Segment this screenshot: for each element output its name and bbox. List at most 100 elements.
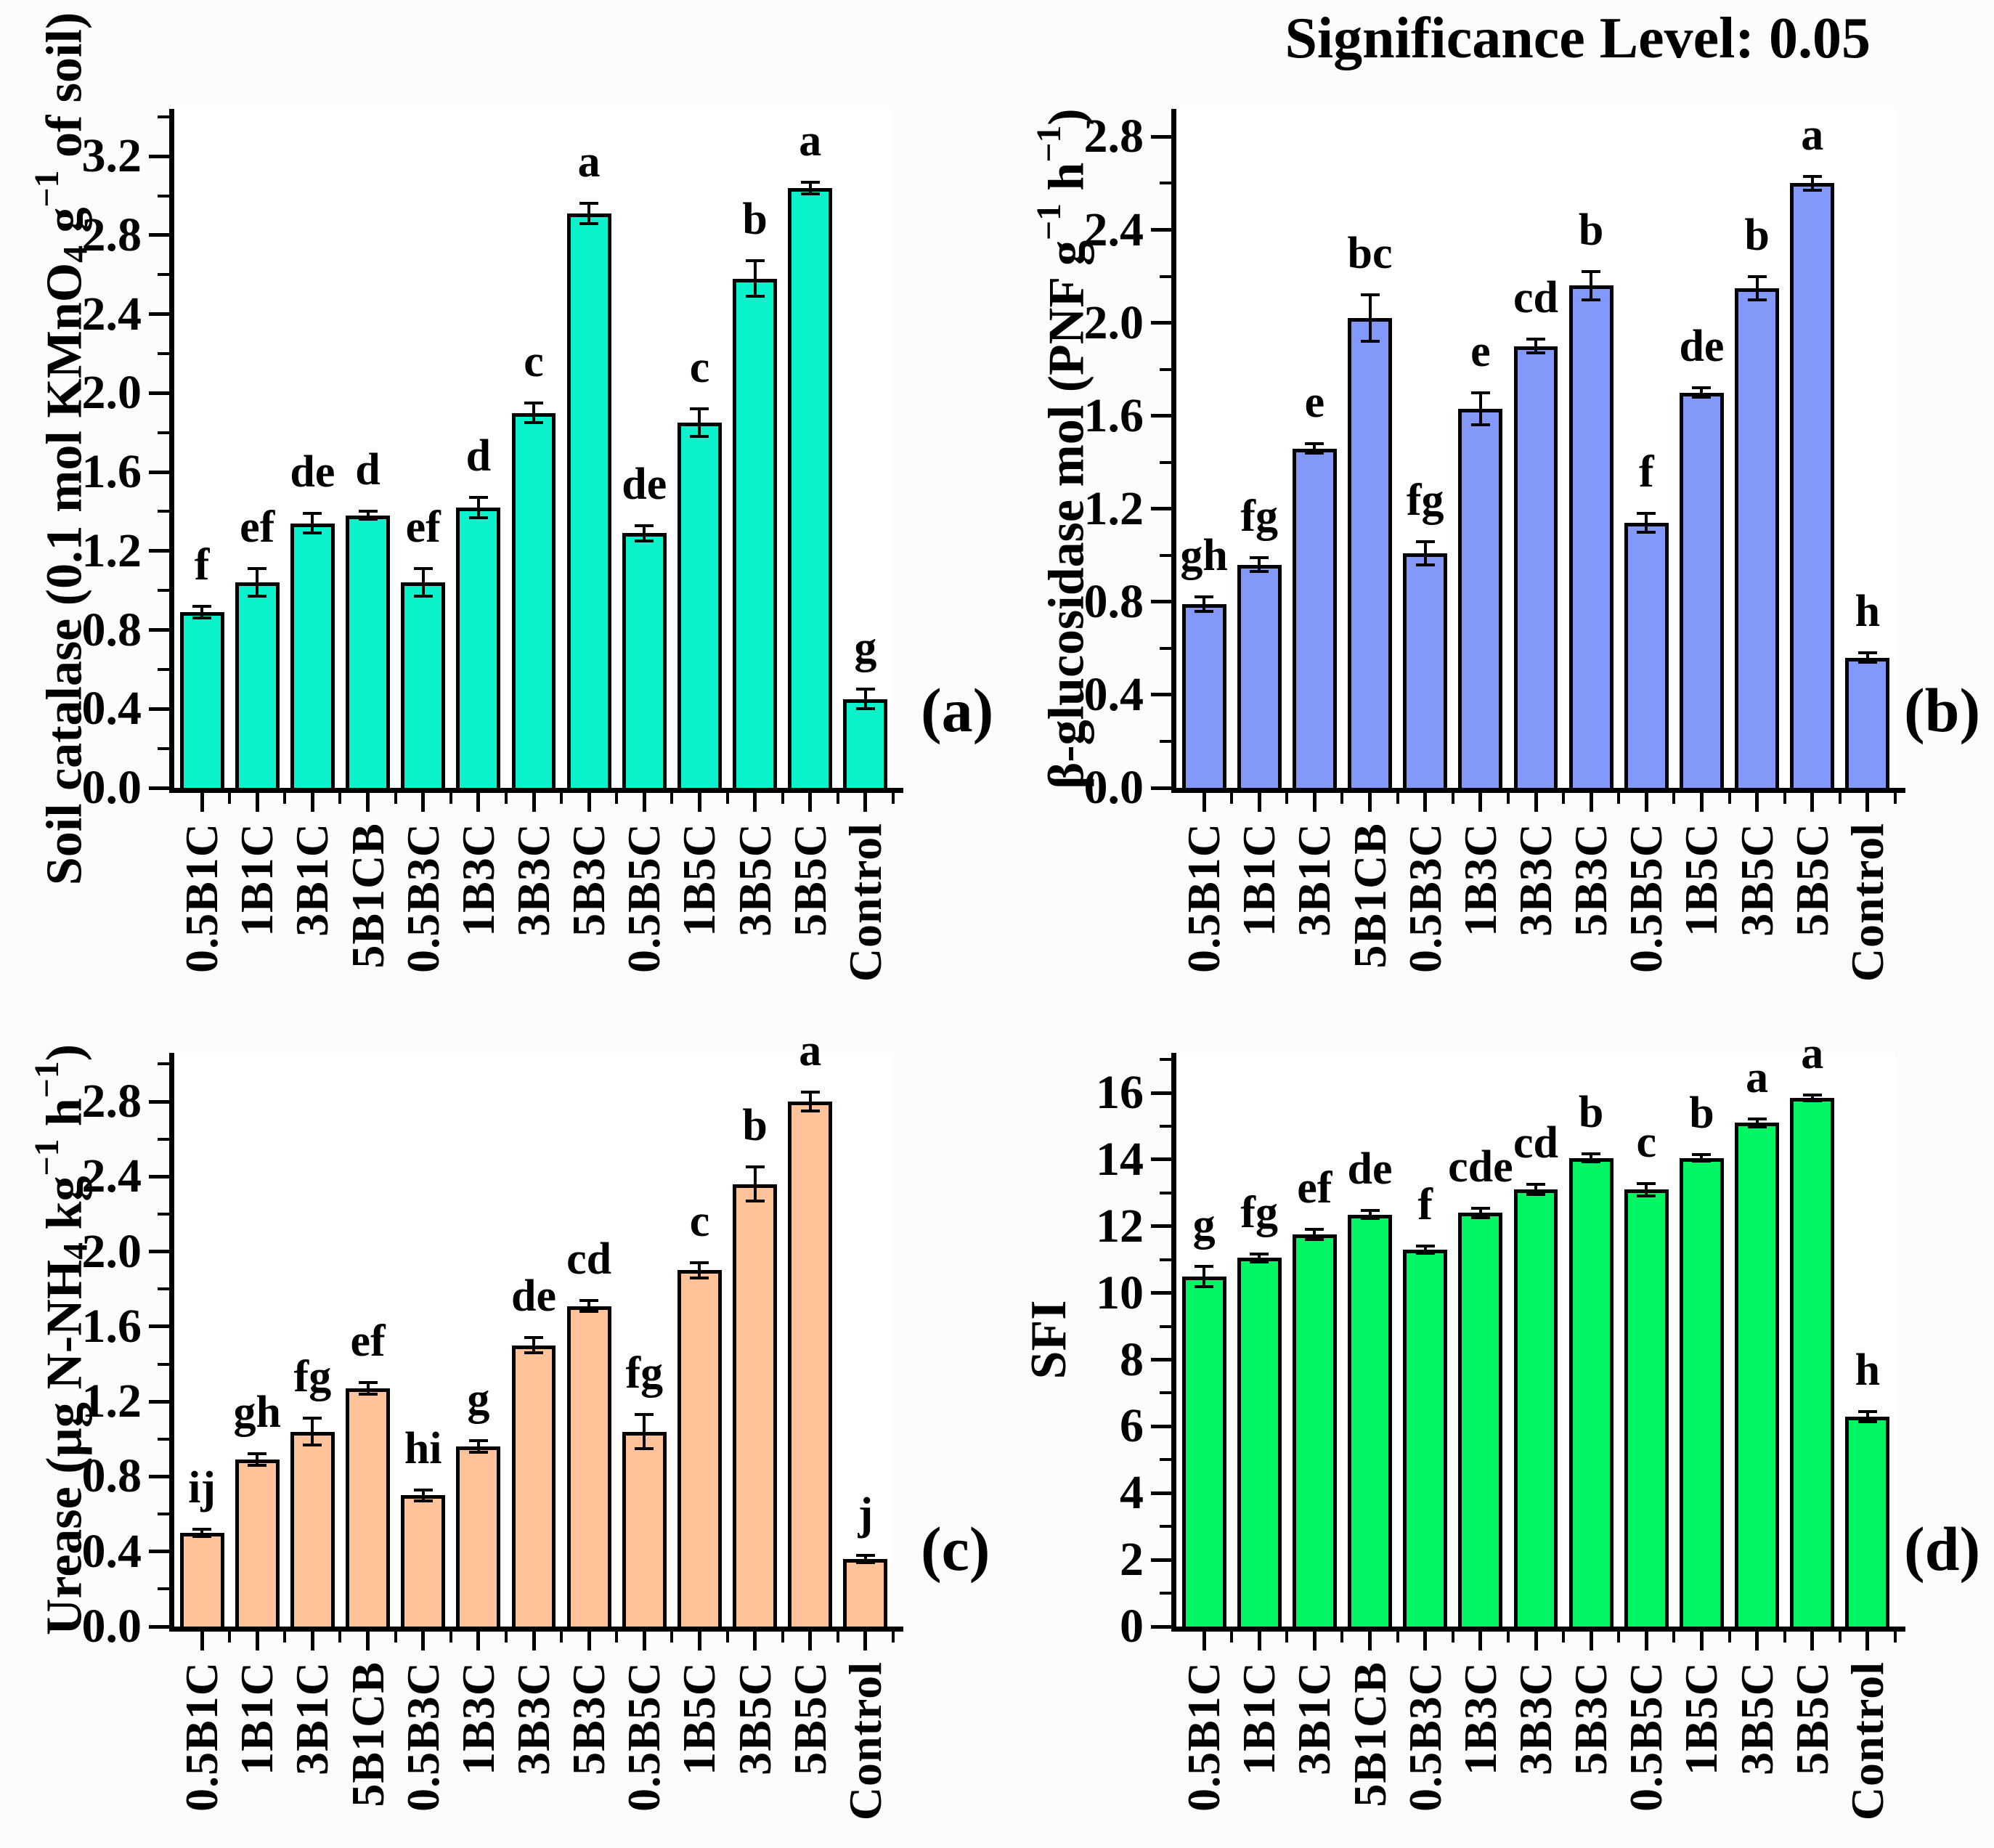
y-minor-tick — [1160, 274, 1171, 278]
error-bar-cap-top — [1747, 1117, 1767, 1120]
bar-d-0.5B3C — [1403, 1249, 1448, 1627]
sig-letter-c-5B1CB: ef — [350, 1316, 386, 1367]
x-tick-label-5B5C: 5B5C — [1786, 823, 1838, 937]
y-tick-label: 2.0 — [81, 1224, 142, 1278]
y-tick-label: 0.4 — [1083, 667, 1144, 721]
bar-d-3B1C — [1292, 1234, 1337, 1627]
error-bar-cap-bottom — [1582, 1160, 1601, 1164]
y-axis-label-part: h — [1038, 162, 1095, 203]
error-bar-cap-top — [1470, 1206, 1490, 1210]
bar-d-1B5C — [1680, 1157, 1724, 1627]
y-tick-label: 2.4 — [1083, 203, 1144, 256]
error-bar-line — [753, 261, 757, 297]
error-bar-line — [256, 1454, 259, 1465]
error-bar-cap-bottom — [1747, 298, 1767, 301]
x-tick-label-1B3C: 1B3C — [452, 823, 504, 937]
bar-a-3B5C — [733, 278, 778, 788]
x-minor-tick — [670, 1632, 674, 1643]
y-major-tick — [149, 1324, 169, 1329]
error-bar-cap-top — [248, 567, 267, 571]
error-bar-cap-top — [468, 496, 488, 500]
y-major-tick — [1151, 1091, 1171, 1095]
error-bar-cap-top — [1305, 1228, 1324, 1232]
y-major-tick — [149, 1550, 169, 1554]
sig-letter-d-Control: h — [1855, 1345, 1881, 1395]
bar-a-5B5C — [788, 187, 833, 788]
x-minor-tick — [725, 1632, 729, 1643]
error-bar-cap-top — [303, 512, 322, 516]
x-tick-label-1B1C: 1B1C — [231, 823, 283, 937]
x-minor-tick — [1340, 793, 1344, 804]
x-minor-tick — [504, 793, 508, 804]
error-bar-cap-bottom — [413, 595, 433, 598]
y-major-tick — [149, 1624, 169, 1629]
x-major-tick — [642, 793, 646, 812]
x-axis-line-c — [169, 1627, 903, 1632]
bar-c-5B3C — [566, 1306, 611, 1627]
error-bar-line — [1313, 1229, 1317, 1240]
sig-letter-a-0.5B1C: f — [194, 540, 210, 590]
error-bar-cap-top — [413, 1488, 433, 1491]
x-minor-tick — [1506, 1632, 1510, 1643]
y-axis-label-part: ) — [36, 1043, 93, 1062]
error-bar-cap-bottom — [635, 540, 654, 543]
bar-b-0.5B5C — [1624, 522, 1669, 788]
significance-title: Significance Level: 0.05 — [1285, 7, 1871, 70]
bar-b-3B1C — [1292, 448, 1337, 788]
y-minor-tick — [1160, 1191, 1171, 1194]
y-tick-label: 0.8 — [81, 603, 142, 656]
error-bar-cap-bottom — [1637, 1194, 1656, 1197]
sig-letter-c-3B3C: de — [511, 1271, 556, 1322]
x-tick-label-0.5B5C: 0.5B5C — [1620, 823, 1672, 973]
x-minor-tick — [1617, 793, 1621, 804]
sig-letter-a-5B1CB: d — [355, 445, 381, 495]
y-minor-tick — [158, 1513, 169, 1516]
error-bar-cap-top — [1360, 293, 1380, 297]
sig-letter-b-3B1C: e — [1304, 378, 1325, 428]
x-major-tick — [366, 793, 370, 812]
sig-letter-d-0.5B5C: c — [1636, 1118, 1657, 1168]
y-tick-label: 0.0 — [81, 1600, 142, 1653]
error-bar-cap-bottom — [468, 516, 488, 519]
y-tick-label: 0.4 — [81, 1524, 142, 1578]
x-minor-tick — [725, 793, 729, 804]
y-tick-label: 2.4 — [81, 1149, 142, 1203]
sig-letter-a-3B5C: b — [742, 195, 768, 245]
panel-label-b: (b) — [1904, 675, 1981, 745]
error-bar-cap-bottom — [1857, 1420, 1877, 1423]
sig-letter-a-5B5C: a — [799, 115, 822, 166]
sig-letter-a-0.5B3C: ef — [405, 502, 441, 553]
y-tick-label: 1.6 — [1083, 388, 1144, 442]
error-bar-cap-top — [468, 1439, 488, 1443]
panel-label-d: (d) — [1904, 1514, 1981, 1584]
y-minor-tick — [158, 431, 169, 434]
sig-letter-b-3B5C: b — [1744, 210, 1770, 260]
error-bar-cap-bottom — [1415, 1251, 1435, 1255]
x-major-tick — [200, 1632, 204, 1650]
error-bar-cap-bottom — [745, 1199, 765, 1202]
error-bar-line — [698, 409, 701, 437]
sig-letter-b-5B1CB: bc — [1347, 229, 1393, 279]
x-tick-label-1B5C: 1B5C — [673, 1661, 725, 1775]
error-bar-cap-top — [745, 259, 765, 263]
x-tick-label-5B5C: 5B5C — [784, 1661, 836, 1775]
error-bar-cap-bottom — [248, 1463, 267, 1467]
sig-letter-c-0.5B5C: fg — [625, 1348, 664, 1399]
error-bar-line — [476, 497, 480, 518]
x-tick-label-5B3C: 5B3C — [563, 823, 615, 937]
x-tick-label-3B5C: 3B5C — [1730, 1661, 1783, 1775]
x-minor-tick — [892, 793, 895, 804]
bar-b-3B5C — [1735, 288, 1780, 788]
y-minor-tick — [1160, 1458, 1171, 1462]
y-axis-line-b — [1171, 109, 1176, 793]
bar-d-Control — [1845, 1416, 1890, 1627]
x-minor-tick — [1396, 793, 1399, 804]
x-minor-tick — [228, 1632, 232, 1643]
x-tick-label-5B3C: 5B3C — [1565, 823, 1617, 937]
x-major-tick — [1312, 1632, 1317, 1650]
x-minor-tick — [1728, 793, 1731, 804]
y-minor-tick — [1160, 182, 1171, 185]
sig-letter-c-5B5C: a — [799, 1026, 822, 1076]
bar-a-0.5B3C — [401, 582, 446, 788]
error-bar-cap-top — [800, 1091, 820, 1094]
